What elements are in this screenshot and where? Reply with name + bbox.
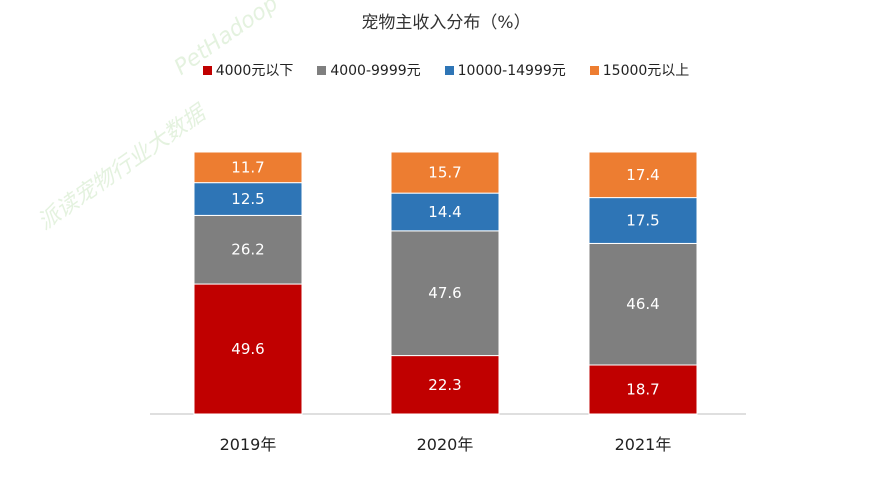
bar-segment: [193, 283, 303, 415]
bar-segment: [390, 230, 500, 357]
data-label: 47.6: [428, 284, 461, 302]
legend-item: 10000-14999元: [444, 60, 566, 80]
legend-label: 15000元以上: [602, 63, 690, 79]
legend-item: 4000元以下: [202, 60, 294, 80]
data-label: 22.3: [428, 376, 461, 394]
bar-segment: [588, 151, 698, 199]
legend-swatch: [589, 65, 599, 75]
data-label: 49.6: [231, 340, 264, 358]
x-tick-label: 2020年: [417, 435, 474, 454]
data-label: 46.4: [626, 295, 659, 313]
data-label: 17.4: [626, 166, 659, 184]
legend-item: 15000元以上: [589, 60, 690, 80]
bar-segment: [588, 242, 698, 366]
legend-label: 4000元以下: [215, 63, 294, 79]
chart-title: 宠物主收入分布（%）: [361, 13, 531, 33]
data-label: 15.7: [428, 164, 461, 182]
bar-segment: [193, 182, 303, 216]
bar-segment: [390, 192, 500, 232]
data-label: 17.5: [626, 212, 659, 230]
x-tick-label: 2021年: [615, 435, 672, 454]
legend-swatch: [317, 65, 327, 75]
legend-swatch: [444, 65, 454, 75]
data-label: 18.7: [626, 381, 659, 399]
bar-segment: [390, 355, 500, 415]
bar-segment: [588, 364, 698, 415]
legend: 4000元以下 4000-9999元 10000-14999元 15000元以上: [0, 60, 892, 80]
data-label: 12.5: [231, 190, 264, 208]
legend-label: 10000-14999元: [457, 63, 566, 79]
bar-segment: [193, 214, 303, 285]
x-tick-label: 2019年: [220, 435, 277, 454]
data-label: 26.2: [231, 241, 264, 259]
bar-segment: [193, 151, 303, 184]
bar-segment: [390, 151, 500, 194]
legend-swatch: [202, 65, 212, 75]
bar-segment: [588, 197, 698, 244]
data-label: 14.4: [428, 203, 461, 221]
legend-label: 4000-9999元: [330, 63, 421, 79]
legend-item: 4000-9999元: [317, 60, 421, 80]
data-label: 11.7: [231, 158, 264, 176]
